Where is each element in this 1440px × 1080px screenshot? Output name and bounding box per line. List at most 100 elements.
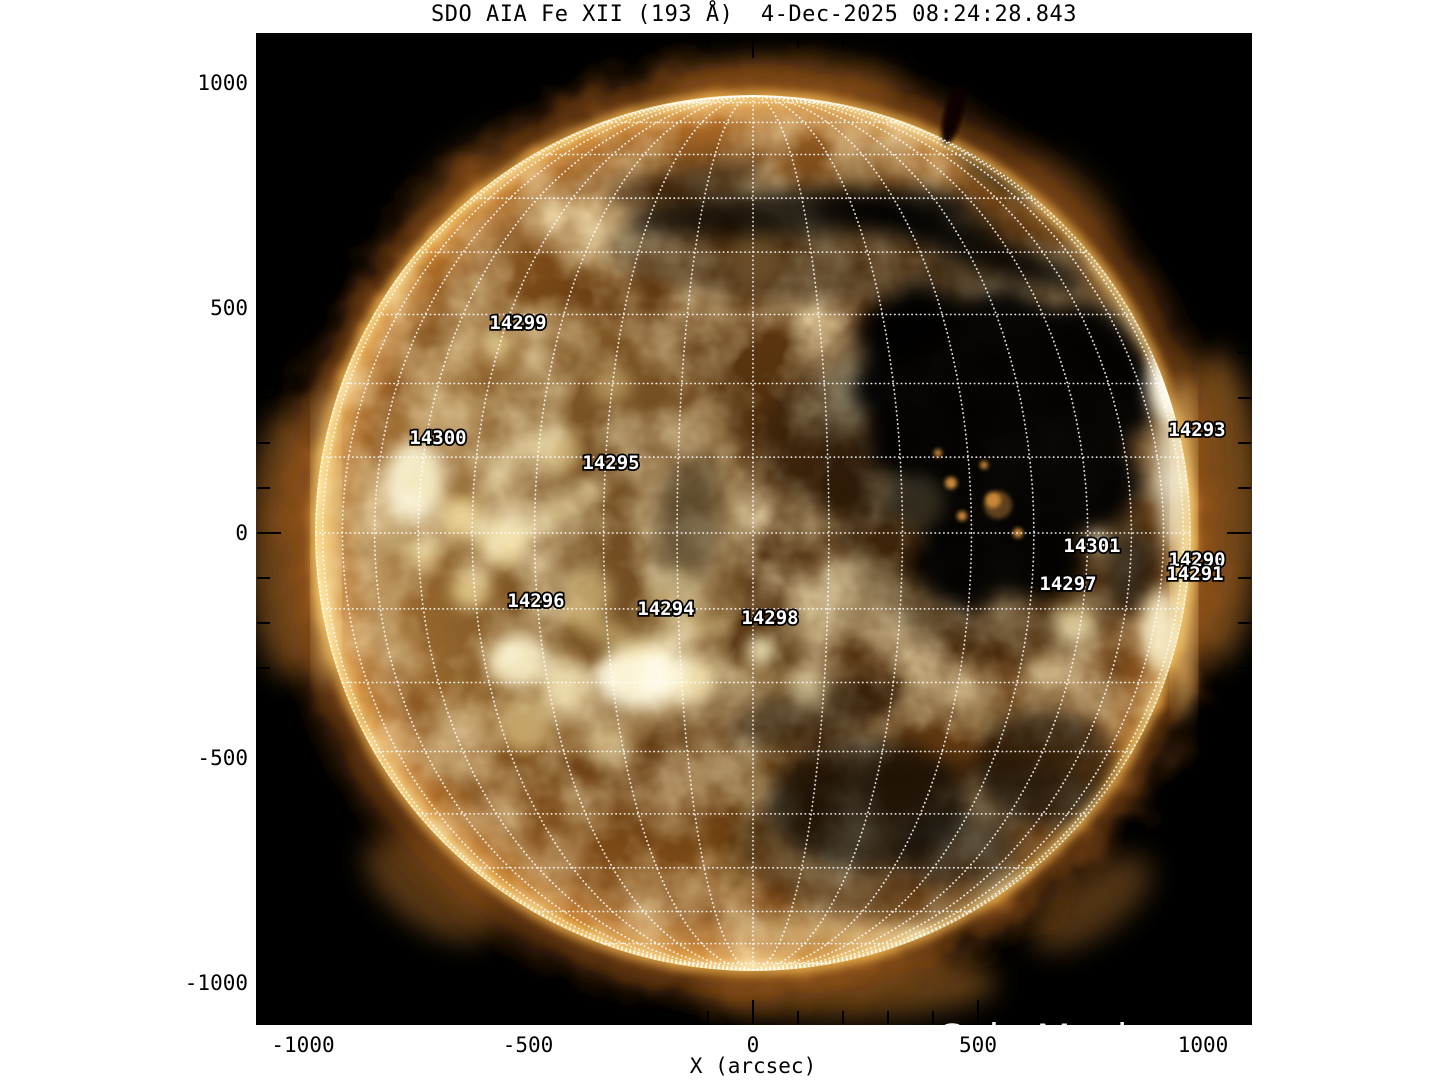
grid-line bbox=[752, 95, 1191, 971]
axis-tick bbox=[257, 712, 270, 714]
axis-tick bbox=[257, 397, 270, 399]
axis-tick bbox=[1238, 622, 1251, 624]
axis-tick bbox=[257, 352, 270, 354]
axis-tick bbox=[1202, 1000, 1204, 1024]
grid-line bbox=[533, 95, 754, 971]
axis-tick bbox=[257, 127, 270, 129]
axis-tick bbox=[977, 1000, 979, 1024]
axis-tick bbox=[302, 1000, 304, 1024]
axis-tick bbox=[392, 1011, 394, 1024]
grid-line bbox=[373, 95, 754, 971]
axis-tick bbox=[797, 34, 799, 47]
axis-tick bbox=[347, 1011, 349, 1024]
axis-tick bbox=[977, 34, 979, 58]
axis-tick bbox=[1227, 307, 1251, 309]
heliographic-grid bbox=[315, 95, 1191, 971]
axis-tick bbox=[707, 34, 709, 47]
axis-tick bbox=[752, 1000, 754, 1024]
active-region-label-14293: 14293 bbox=[1168, 419, 1225, 441]
axis-tick bbox=[1238, 127, 1251, 129]
axis-tick bbox=[1238, 442, 1251, 444]
coronal-hole-bright-points bbox=[934, 449, 1023, 538]
axis-tick bbox=[257, 82, 281, 84]
axis-tick bbox=[482, 34, 484, 47]
axis-tick bbox=[572, 34, 574, 47]
axis-tick bbox=[1157, 1011, 1159, 1024]
active-region-label-14295: 14295 bbox=[582, 452, 639, 474]
grid-line bbox=[471, 95, 754, 971]
axis-tick bbox=[1238, 352, 1251, 354]
axis-tick bbox=[1112, 1011, 1114, 1024]
axis-tick bbox=[482, 1011, 484, 1024]
axis-tick bbox=[617, 1011, 619, 1024]
active-region-label-14290: 14290 bbox=[1168, 549, 1225, 571]
axis-tick bbox=[437, 34, 439, 47]
axis-tick bbox=[797, 1011, 799, 1024]
y-tick-label: -500 bbox=[197, 746, 248, 770]
y-tick-label: 0 bbox=[235, 521, 248, 545]
axis-tick bbox=[347, 34, 349, 47]
grid-line bbox=[752, 95, 830, 971]
axis-tick bbox=[1238, 397, 1251, 399]
limb-prominence-notch bbox=[941, 85, 965, 145]
x-tick-label: -500 bbox=[502, 1033, 554, 1057]
axis-tick bbox=[1238, 217, 1251, 219]
grid-line bbox=[752, 95, 1133, 971]
axis-tick bbox=[662, 1011, 664, 1024]
plot-title: SDO AIA Fe XII (193 Å) 4-Dec-2025 08:24:… bbox=[430, 2, 1078, 27]
axis-tick bbox=[437, 1011, 439, 1024]
grid-line bbox=[341, 95, 754, 971]
axis-tick bbox=[1227, 982, 1251, 984]
axis-tick bbox=[257, 622, 270, 624]
axis-tick bbox=[1238, 577, 1251, 579]
active-region-label-14298: 14298 bbox=[741, 607, 798, 629]
grid-line bbox=[602, 95, 754, 971]
axis-tick bbox=[257, 802, 270, 804]
axis-tick bbox=[257, 172, 270, 174]
active-region-label-14300: 14300 bbox=[409, 427, 466, 449]
axis-tick bbox=[1238, 262, 1251, 264]
watermark: SolarMonitor.org bbox=[939, 1016, 1248, 1025]
grid-line bbox=[676, 95, 754, 971]
axis-tick bbox=[302, 34, 304, 58]
axis-tick bbox=[1238, 802, 1251, 804]
axis-tick bbox=[257, 262, 270, 264]
active-region-label-14297: 14297 bbox=[1039, 573, 1096, 595]
active-region-label-14299: 14299 bbox=[489, 312, 546, 334]
axis-tick bbox=[1157, 34, 1159, 47]
active-region-label-14294: 14294 bbox=[637, 598, 694, 620]
axis-tick bbox=[1202, 34, 1204, 58]
x-tick-label: -1000 bbox=[271, 1033, 335, 1057]
axis-tick bbox=[842, 1011, 844, 1024]
axis-tick bbox=[707, 1011, 709, 1024]
axis-tick bbox=[257, 217, 270, 219]
plot-area: 14299 14300 14295 14293 14301 14290 14291 14297… bbox=[256, 33, 1252, 1025]
axis-tick bbox=[1227, 757, 1251, 759]
x-tick-label: 1000 bbox=[1177, 1033, 1229, 1057]
axis-tick bbox=[257, 577, 270, 579]
axis-tick bbox=[752, 34, 754, 58]
axis-tick bbox=[1227, 82, 1251, 84]
axis-tick bbox=[257, 757, 281, 759]
x-axis-title: X (arcsec) bbox=[689, 1054, 817, 1078]
x-tick-label: 500 bbox=[959, 1033, 997, 1057]
axis-tick bbox=[887, 1011, 889, 1024]
axis-tick bbox=[1067, 1011, 1069, 1024]
axis-tick bbox=[1238, 172, 1251, 174]
axis-tick bbox=[1227, 532, 1251, 534]
axis-tick bbox=[257, 487, 270, 489]
axis-tick bbox=[617, 34, 619, 47]
axis-tick bbox=[257, 307, 281, 309]
y-tick-label: -1000 bbox=[184, 971, 248, 995]
grid-line bbox=[752, 95, 1035, 971]
active-region-label-14296: 14296 bbox=[507, 590, 564, 612]
grid-line bbox=[752, 95, 973, 971]
axis-tick bbox=[932, 1011, 934, 1024]
axis-tick bbox=[1238, 487, 1251, 489]
axis-tick bbox=[257, 937, 270, 939]
axis-tick bbox=[527, 34, 529, 58]
y-tick-label: 1000 bbox=[197, 71, 248, 95]
axis-tick bbox=[527, 1000, 529, 1024]
